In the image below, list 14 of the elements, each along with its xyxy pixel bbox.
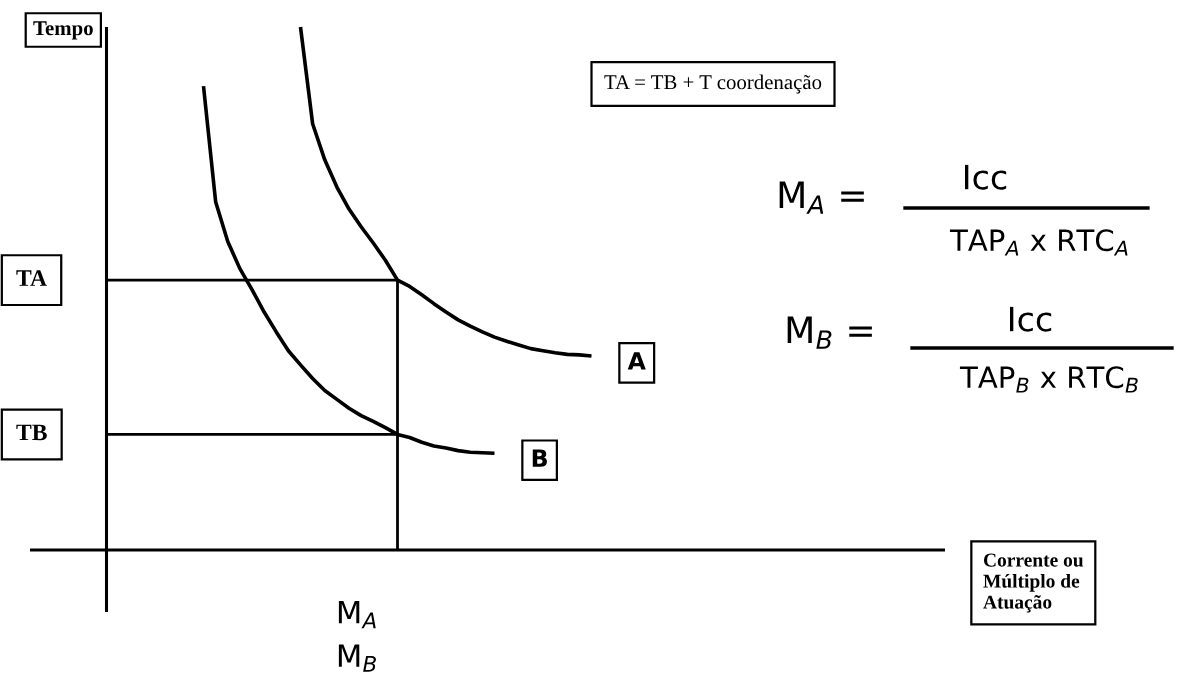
text: TAP$_{B}$ x RTC$_{B}$ bbox=[959, 366, 1138, 393]
text: TAP$_{A}$ x RTC$_{A}$ bbox=[949, 229, 1128, 256]
text: M$_{A}$ M$_{B}$ bbox=[338, 600, 376, 672]
text: TA = TB + T coordenação bbox=[604, 74, 822, 94]
text: M$_{B}$ = bbox=[787, 316, 872, 349]
text: Icc bbox=[1010, 306, 1052, 332]
series-label: A bbox=[627, 352, 646, 370]
text: M$_{A}$ = bbox=[779, 181, 864, 214]
text: Icc bbox=[965, 164, 1007, 190]
series-label: B bbox=[532, 449, 547, 467]
text: Corrente ou Múltiplo de Atuação bbox=[983, 553, 1084, 613]
ref-line-label: TA bbox=[16, 270, 47, 286]
ref-line-label: TB bbox=[16, 424, 47, 441]
y-axis-title: Tempo bbox=[33, 21, 93, 40]
